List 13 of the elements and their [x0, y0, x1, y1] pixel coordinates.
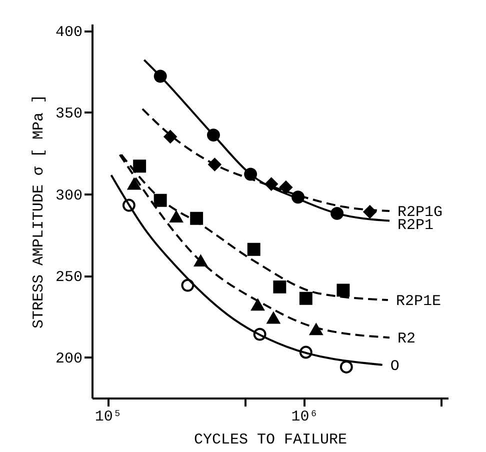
- series-label: R2: [398, 330, 416, 348]
- x-tick-label: 10⁵: [94, 408, 122, 426]
- x-tick-label: 10⁶: [291, 408, 318, 426]
- y-tick-label: 400: [55, 24, 82, 42]
- y-tick-label: 200: [55, 350, 82, 368]
- series-label: O: [390, 358, 400, 375]
- x-axis-title: CYCLES TO FAILURE: [194, 432, 348, 448]
- y-tick-label: 350: [55, 106, 82, 123]
- series-label: R2P1E: [396, 293, 441, 310]
- y-tick-label: 300: [55, 187, 82, 204]
- y-tick-label: 250: [55, 269, 82, 286]
- series-label: R2P1: [398, 217, 434, 234]
- y-axis-title: STRESS AMPLITUDE σ [ MPa ]: [30, 94, 48, 329]
